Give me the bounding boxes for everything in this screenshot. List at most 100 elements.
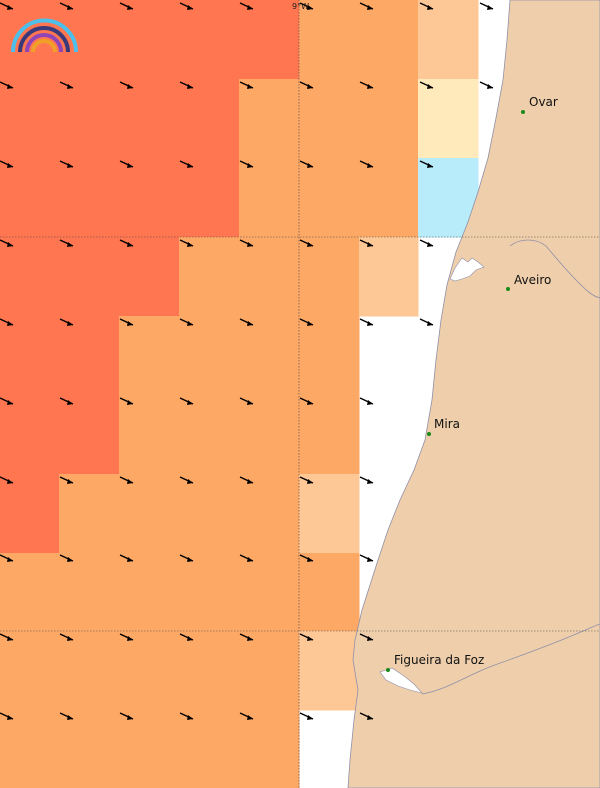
- wave-arrow: [359, 318, 374, 326]
- wave-arrow: [359, 239, 374, 247]
- wave-cell-highest: [119, 237, 180, 317]
- wave-arrow: [59, 318, 74, 326]
- wave-arrow: [0, 633, 14, 641]
- mondego-estuary: [379, 667, 423, 694]
- wave-arrow: [359, 633, 374, 641]
- wave-cell-high: [59, 474, 120, 554]
- wave-cell-high: [239, 631, 300, 711]
- wave-arrow: [59, 712, 74, 720]
- wave-arrow: [299, 397, 314, 405]
- wave-cell-high: [239, 474, 300, 554]
- wave-arrow: [359, 81, 374, 89]
- wave-cell-medium: [359, 237, 419, 317]
- city-marker-aveiro[interactable]: [506, 287, 510, 291]
- coast-land: [347, 0, 600, 788]
- wave-cell-highest: [59, 158, 120, 238]
- wave-cell-high: [299, 237, 360, 317]
- wave-arrow: [419, 160, 434, 168]
- wave-arrow: [179, 476, 194, 484]
- wave-logo: [11, 18, 78, 53]
- wave-cell-high: [239, 710, 300, 788]
- wave-arrow: [359, 476, 374, 484]
- wave-cell-highest: [119, 0, 180, 80]
- wave-arrow: [59, 160, 74, 168]
- wave-cell-high: [299, 316, 360, 396]
- city-label-aveiro: Aveiro: [514, 273, 551, 287]
- wave-arrow: [119, 476, 134, 484]
- wave-cell-low: [418, 79, 479, 159]
- city-marker-ovar[interactable]: [521, 110, 525, 114]
- wave-arrow: [59, 633, 74, 641]
- wave-arrow: [59, 554, 74, 562]
- wave-arrow: [239, 397, 254, 405]
- wave-cell-highest: [0, 316, 60, 396]
- city-marker-figueira-da-foz[interactable]: [386, 668, 390, 672]
- wave-cell-high: [299, 0, 360, 80]
- city-marker-mira[interactable]: [427, 432, 431, 436]
- wave-arrow: [299, 476, 314, 484]
- wave-arrow: [59, 397, 74, 405]
- wave-arrow: [299, 554, 314, 562]
- wave-arrow: [0, 2, 14, 10]
- wave-arrow: [299, 633, 314, 641]
- wave-cell-high: [239, 316, 300, 396]
- wave-arrow: [419, 2, 434, 10]
- wave-cell-highest: [0, 474, 60, 554]
- wave-arrow: [119, 2, 134, 10]
- wave-cell-highest: [179, 158, 240, 238]
- wave-cell-high: [59, 553, 120, 632]
- wave-arrow: [119, 712, 134, 720]
- wave-cell-highest: [59, 79, 120, 159]
- wave-arrow: [239, 2, 254, 10]
- wave-cell-high: [299, 79, 360, 159]
- wave-arrow: [359, 2, 374, 10]
- wave-cell-high: [299, 158, 360, 238]
- wave-cell-highest: [179, 0, 240, 80]
- wave-cell-highest: [0, 395, 60, 475]
- wave-arrow: [179, 239, 194, 247]
- wave-cell-high: [299, 395, 360, 475]
- wave-cell-high: [59, 631, 120, 711]
- wave-arrow: [119, 318, 134, 326]
- wave-arrow: [0, 318, 14, 326]
- wave-arrow: [299, 712, 314, 720]
- wave-arrow: [479, 2, 494, 10]
- wave-arrow: [179, 160, 194, 168]
- wave-cell-highest: [59, 237, 120, 317]
- wave-arrow: [299, 2, 314, 10]
- wave-cell-high: [119, 316, 180, 396]
- wave-cell-high: [359, 158, 419, 238]
- wave-direction-arrows: [0, 2, 494, 720]
- wave-cell-high: [0, 631, 60, 711]
- wave-arrow: [419, 239, 434, 247]
- wave-cell-high: [119, 474, 180, 554]
- wave-cell-high: [359, 79, 419, 159]
- wave-arrow: [239, 712, 254, 720]
- land-area: [347, 0, 600, 788]
- longitude-label: 9°W: [292, 2, 309, 11]
- wave-arrow: [179, 633, 194, 641]
- wave-cell-high: [299, 553, 360, 632]
- wave-cell-high: [179, 474, 240, 554]
- wave-cell-highest: [0, 158, 60, 238]
- wave-arrow: [179, 81, 194, 89]
- wave-cell-highest: [179, 79, 240, 159]
- wave-cell-high: [0, 553, 60, 632]
- wave-arrow: [0, 397, 14, 405]
- wave-cell-highest: [59, 0, 120, 80]
- wave-cell-high: [179, 631, 240, 711]
- wave-cell-high: [119, 710, 180, 788]
- wave-arrow: [239, 239, 254, 247]
- logo-arc-core: [31, 39, 57, 53]
- logo-arc-middle: [18, 26, 70, 53]
- city-label-ovar: Ovar: [529, 95, 558, 109]
- wave-arrow: [239, 554, 254, 562]
- logo-arc-inner: [25, 33, 63, 53]
- wave-arrow: [119, 160, 134, 168]
- wave-arrow: [59, 239, 74, 247]
- wave-arrow: [0, 712, 14, 720]
- wave-arrow: [359, 160, 374, 168]
